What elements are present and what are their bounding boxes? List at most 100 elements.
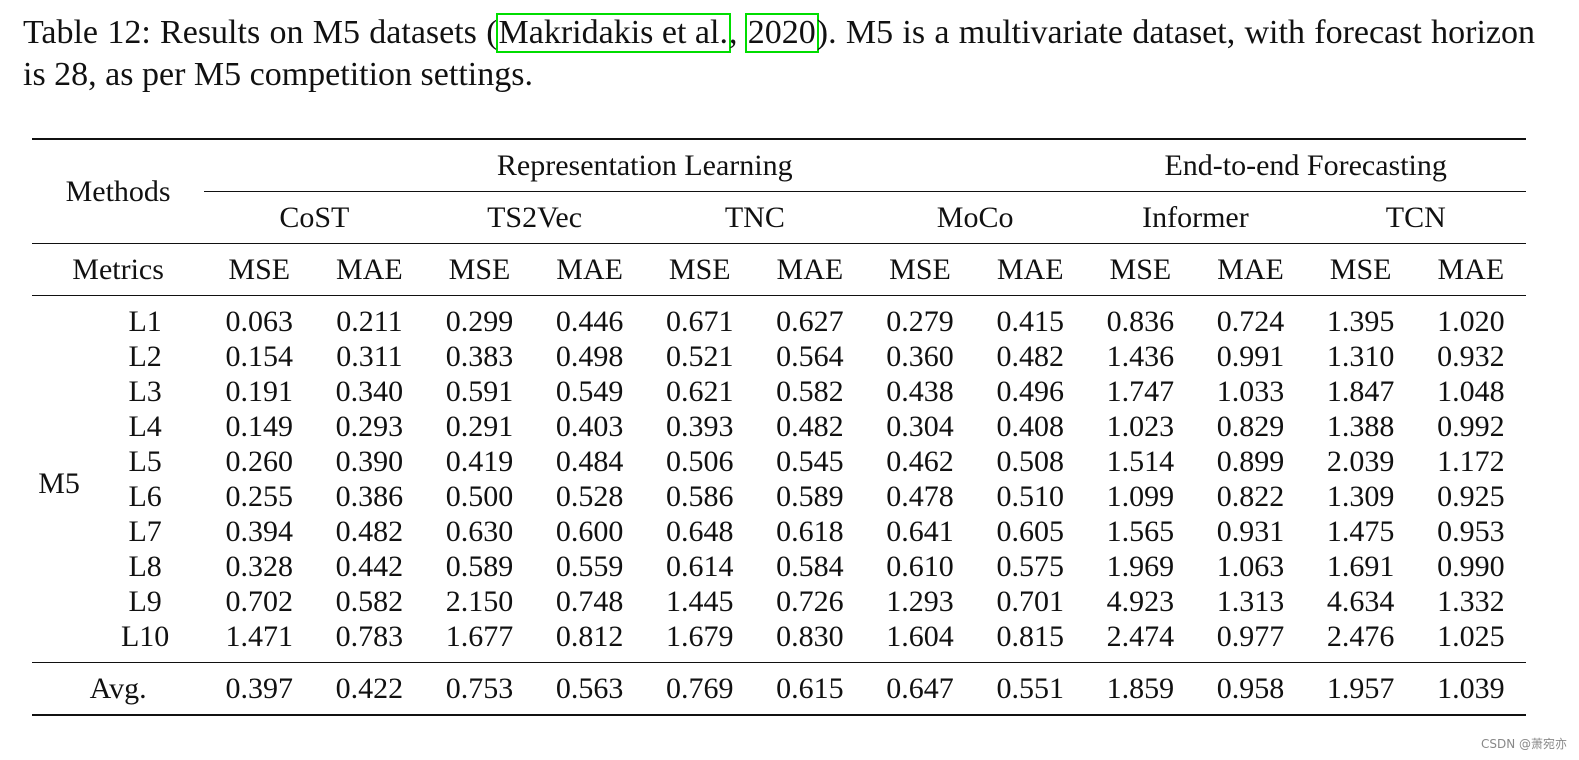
level-label: L3 (128, 375, 162, 408)
dataset-label: M5 (32, 295, 87, 663)
table-cell: 0.386 (335, 480, 404, 513)
table-cell: 2.039 (1326, 445, 1395, 478)
table-cell: 0.702 (225, 585, 294, 618)
table-cell: 0.641 (886, 515, 954, 548)
group-header-end-to-end-label: End-to-end Forecasting (1164, 148, 1447, 182)
table-cell: 0.671 (644, 295, 755, 339)
table-cell: 0.559 (555, 550, 624, 583)
avg-cell: 0.422 (314, 662, 425, 716)
table-cell: 1.099 (1106, 480, 1175, 513)
table-cell: 1.475 (1326, 515, 1395, 548)
table-cell: 1.747 (1106, 375, 1175, 408)
table-cell: 1.023 (1106, 410, 1175, 443)
table-cell: 0.482 (776, 410, 844, 443)
table-row: L7 0.394 0.482 0.630 0.600 0.648 0.618 0.641 0.6… (32, 514, 1526, 549)
table-cell: 0.442 (335, 550, 404, 583)
table-cell: 0.582 (335, 585, 404, 618)
table-cell: 0.506 (666, 445, 734, 478)
avg-label: Avg. (32, 662, 205, 716)
table-cell: 0.584 (776, 550, 844, 583)
table-cell: 0.575 (996, 550, 1064, 583)
table-cell: 0.478 (886, 480, 954, 513)
table-caption: Table 12: Results on M5 datasets (Makrid… (23, 12, 1535, 96)
table-cell: 4.923 (1106, 585, 1175, 618)
watermark: CSDN @萧宛亦 (1480, 737, 1567, 751)
citation-author-link[interactable]: Makridakis et al. (495, 13, 731, 53)
method-header: CoST (204, 191, 425, 244)
metric-header: MAE (975, 243, 1086, 296)
table-row: L2 0.154 0.311 0.383 0.498 0.521 0.564 0.360 0.4… (32, 339, 1526, 374)
table-cell: 0.446 (534, 295, 645, 339)
table-cell: 0.829 (1216, 410, 1285, 443)
table-cell: 1.395 (1305, 295, 1416, 339)
table-cell: 0.591 (445, 375, 514, 408)
group-header-end-to-end: End-to-end Forecasting (1085, 138, 1526, 192)
table-cell: 1.310 (1326, 340, 1395, 373)
table-cell: 0.618 (776, 515, 844, 548)
table-cell: 1.565 (1106, 515, 1175, 548)
table-cell: 0.403 (555, 410, 624, 443)
table-cell: 0.482 (335, 515, 404, 548)
table-cell: 0.812 (555, 620, 624, 653)
table-cell: 1.471 (225, 620, 294, 653)
avg-cell: 0.753 (424, 662, 535, 716)
avg-cell: 1.859 (1085, 662, 1196, 716)
table-cell: 0.260 (225, 445, 294, 478)
table-cell: 0.748 (555, 585, 624, 618)
table-cell: 1.025 (1437, 620, 1505, 653)
level-label: L7 (128, 515, 162, 548)
table-cell: 0.482 (996, 340, 1064, 373)
table-cell: 0.393 (666, 410, 734, 443)
table-cell: 0.701 (996, 585, 1064, 618)
level-label: L10 (120, 620, 170, 653)
table-cell: 0.500 (445, 480, 514, 513)
table-row: L4 0.149 0.293 0.291 0.403 0.393 0.482 0.304 0.4… (32, 409, 1526, 444)
table-cell: 0.564 (776, 340, 844, 373)
table-cell: 0.783 (335, 620, 404, 653)
table-cell: 1.514 (1106, 445, 1175, 478)
metric-header: MSE (424, 243, 535, 296)
metric-header: MAE (754, 243, 865, 296)
table-cell: 0.589 (445, 550, 514, 583)
table-cell: 1.172 (1437, 445, 1505, 478)
caption-suffix: ). M5 is a multivariate dataset, with fo… (23, 14, 1535, 93)
table-cell: 0.990 (1437, 550, 1505, 583)
table-cell: 1.313 (1216, 585, 1285, 618)
table-cell: 1.332 (1437, 585, 1505, 618)
table-cell: 0.931 (1216, 515, 1285, 548)
caption-prefix: Table 12: Results on M5 datasets ( (23, 14, 498, 51)
table-cell: 0.521 (666, 340, 734, 373)
table-row: L9 0.702 0.582 2.150 0.748 1.445 0.726 1.293 0.7… (32, 584, 1526, 619)
metric-header: MAE (1415, 243, 1526, 296)
metric-header: MSE (1085, 243, 1196, 296)
table-cell: 0.627 (754, 295, 865, 339)
table-cell: 0.508 (996, 445, 1064, 478)
table-cell: 0.293 (335, 410, 404, 443)
metrics-header: Metrics (32, 243, 205, 296)
table-cell: 2.150 (445, 585, 514, 618)
table-cell: 0.211 (314, 295, 425, 339)
metric-header: MSE (1305, 243, 1416, 296)
metric-header: MSE (204, 243, 315, 296)
table-cell: 0.408 (996, 410, 1064, 443)
table-cell: 0.932 (1437, 340, 1505, 373)
table-row: L5 0.260 0.390 0.419 0.484 0.506 0.545 0.462 0.5… (32, 444, 1526, 479)
level-label: L5 (128, 445, 162, 478)
avg-cell: 0.769 (644, 662, 755, 716)
level-label: L6 (128, 480, 162, 513)
table-cell: 0.304 (886, 410, 954, 443)
table-cell: 0.149 (225, 410, 294, 443)
table-cell: 0.589 (776, 480, 844, 513)
group-header-representation-label: Representation Learning (496, 148, 793, 182)
table-cell: 0.291 (445, 410, 514, 443)
table-cell: 0.830 (776, 620, 844, 653)
table-cell: 0.484 (555, 445, 624, 478)
table-row: L3 0.191 0.340 0.591 0.549 0.621 0.582 0.438 0.4… (32, 374, 1526, 409)
avg-cell: 0.647 (864, 662, 976, 716)
metric-header: MSE (864, 243, 976, 296)
avg-cell: 1.957 (1305, 662, 1416, 716)
citation-year-link[interactable]: 2020 (744, 13, 819, 53)
table-cell: 0.724 (1195, 295, 1306, 339)
level-label: L2 (128, 340, 162, 373)
avg-cell: 0.958 (1195, 662, 1306, 716)
